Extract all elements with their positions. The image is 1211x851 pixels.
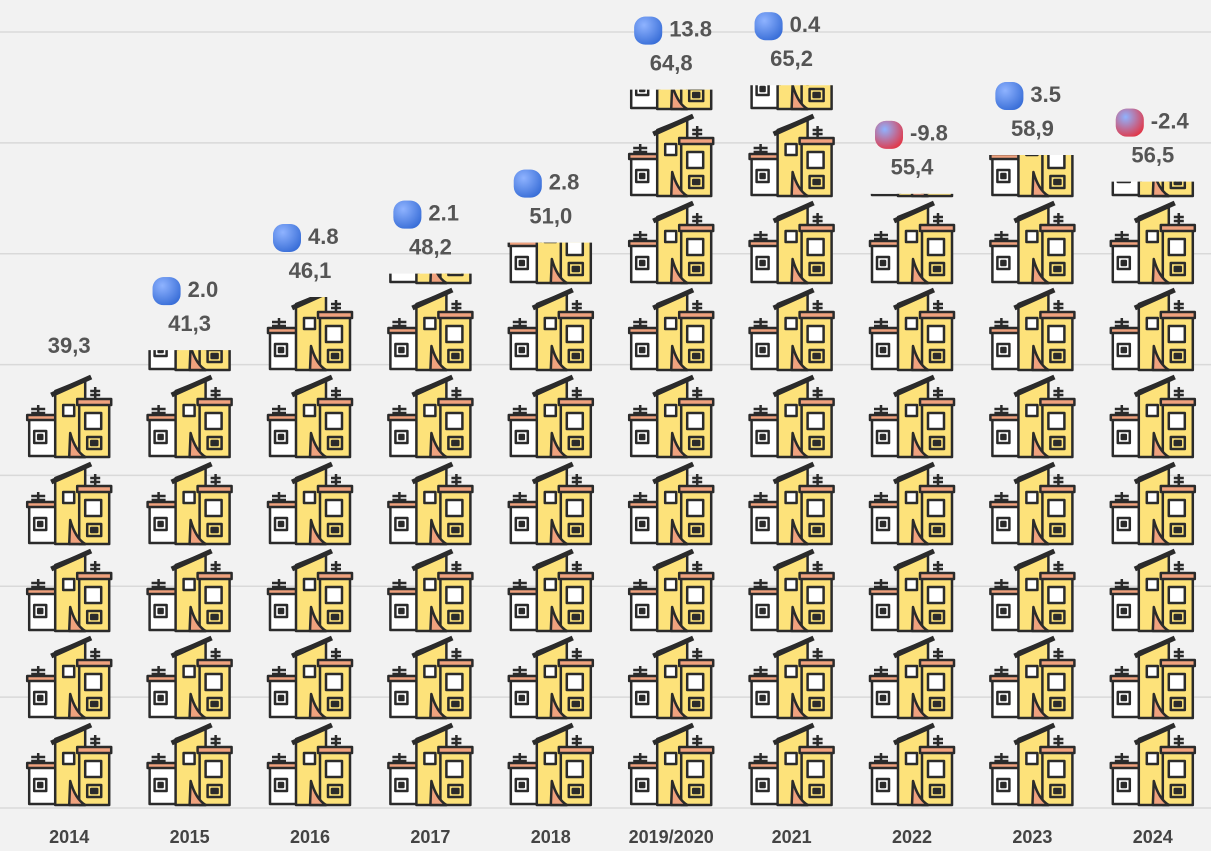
bar [388,203,472,805]
change-marker-shine [754,12,783,41]
change-label: 4.8 [308,224,339,249]
x-tick-label: 2017 [410,827,450,847]
value-label: 48,2 [409,234,452,259]
change-label: 3.5 [1030,82,1061,107]
value-label: 51,0 [529,203,572,228]
value-label: 46,1 [289,258,332,283]
x-tick-label: 2018 [531,827,571,847]
change-label: -9.8 [910,121,948,146]
bar [990,116,1074,805]
bar [268,290,352,805]
x-tick-label: 2021 [772,827,812,847]
change-marker-shine [995,82,1024,111]
change-label: -2.4 [1151,108,1190,133]
change-label: 13.8 [669,16,712,41]
bar [750,29,834,805]
change-marker-shine [1115,108,1144,137]
x-tick-label: 2023 [1012,827,1052,847]
bar [27,290,111,805]
change-marker-shine [634,16,663,45]
x-tick-label: 2015 [170,827,210,847]
x-tick-label: 2019/2020 [629,827,714,847]
change-marker-shine [152,277,181,306]
change-marker-shine [273,223,301,252]
change-label: 0.4 [790,12,821,37]
change-label: 2.8 [549,169,580,194]
bar [509,203,593,805]
change-marker-shine [513,169,542,198]
value-label: 64,8 [650,50,693,75]
change-label: 2.0 [188,277,219,302]
bar [1111,116,1195,805]
change-marker-shine [393,200,422,229]
value-label: 56,5 [1131,142,1174,167]
x-tick-label: 2016 [290,827,330,847]
value-label: 41,3 [168,311,211,336]
value-label: 58,9 [1011,116,1054,141]
value-label: 39,3 [48,333,91,358]
change-marker-shine [875,120,903,149]
change-label: 2.1 [428,200,459,225]
x-tick-label: 2014 [49,827,89,847]
x-tick-label: 2022 [892,827,932,847]
bar [148,290,232,805]
value-label: 65,2 [770,46,813,71]
bar [629,29,713,805]
x-tick-label: 2024 [1133,827,1173,847]
bar [870,116,954,805]
value-label: 55,4 [891,155,935,180]
